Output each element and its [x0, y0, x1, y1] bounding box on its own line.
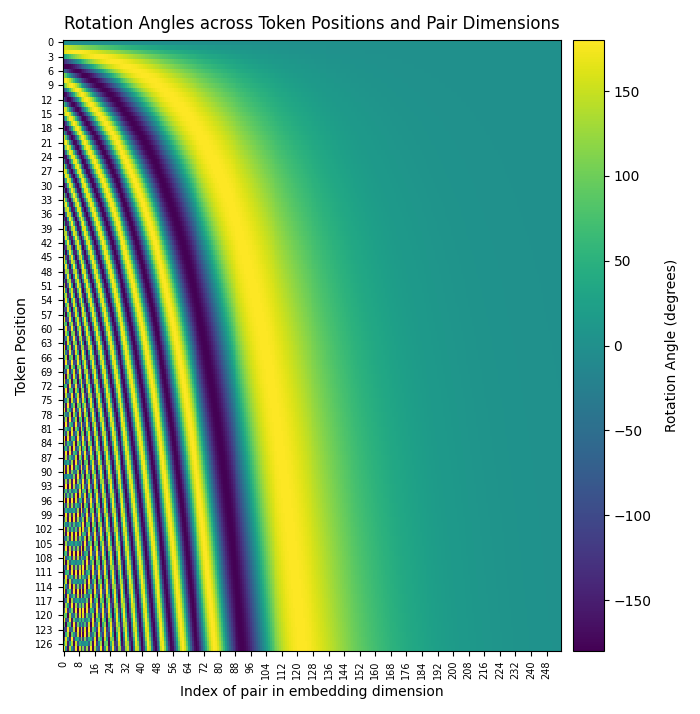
- Y-axis label: Token Position: Token Position: [15, 296, 29, 395]
- Title: Rotation Angles across Token Positions and Pair Dimensions: Rotation Angles across Token Positions a…: [64, 15, 560, 33]
- Y-axis label: Rotation Angle (degrees): Rotation Angle (degrees): [666, 259, 680, 432]
- X-axis label: Index of pair in embedding dimension: Index of pair in embedding dimension: [180, 685, 444, 699]
